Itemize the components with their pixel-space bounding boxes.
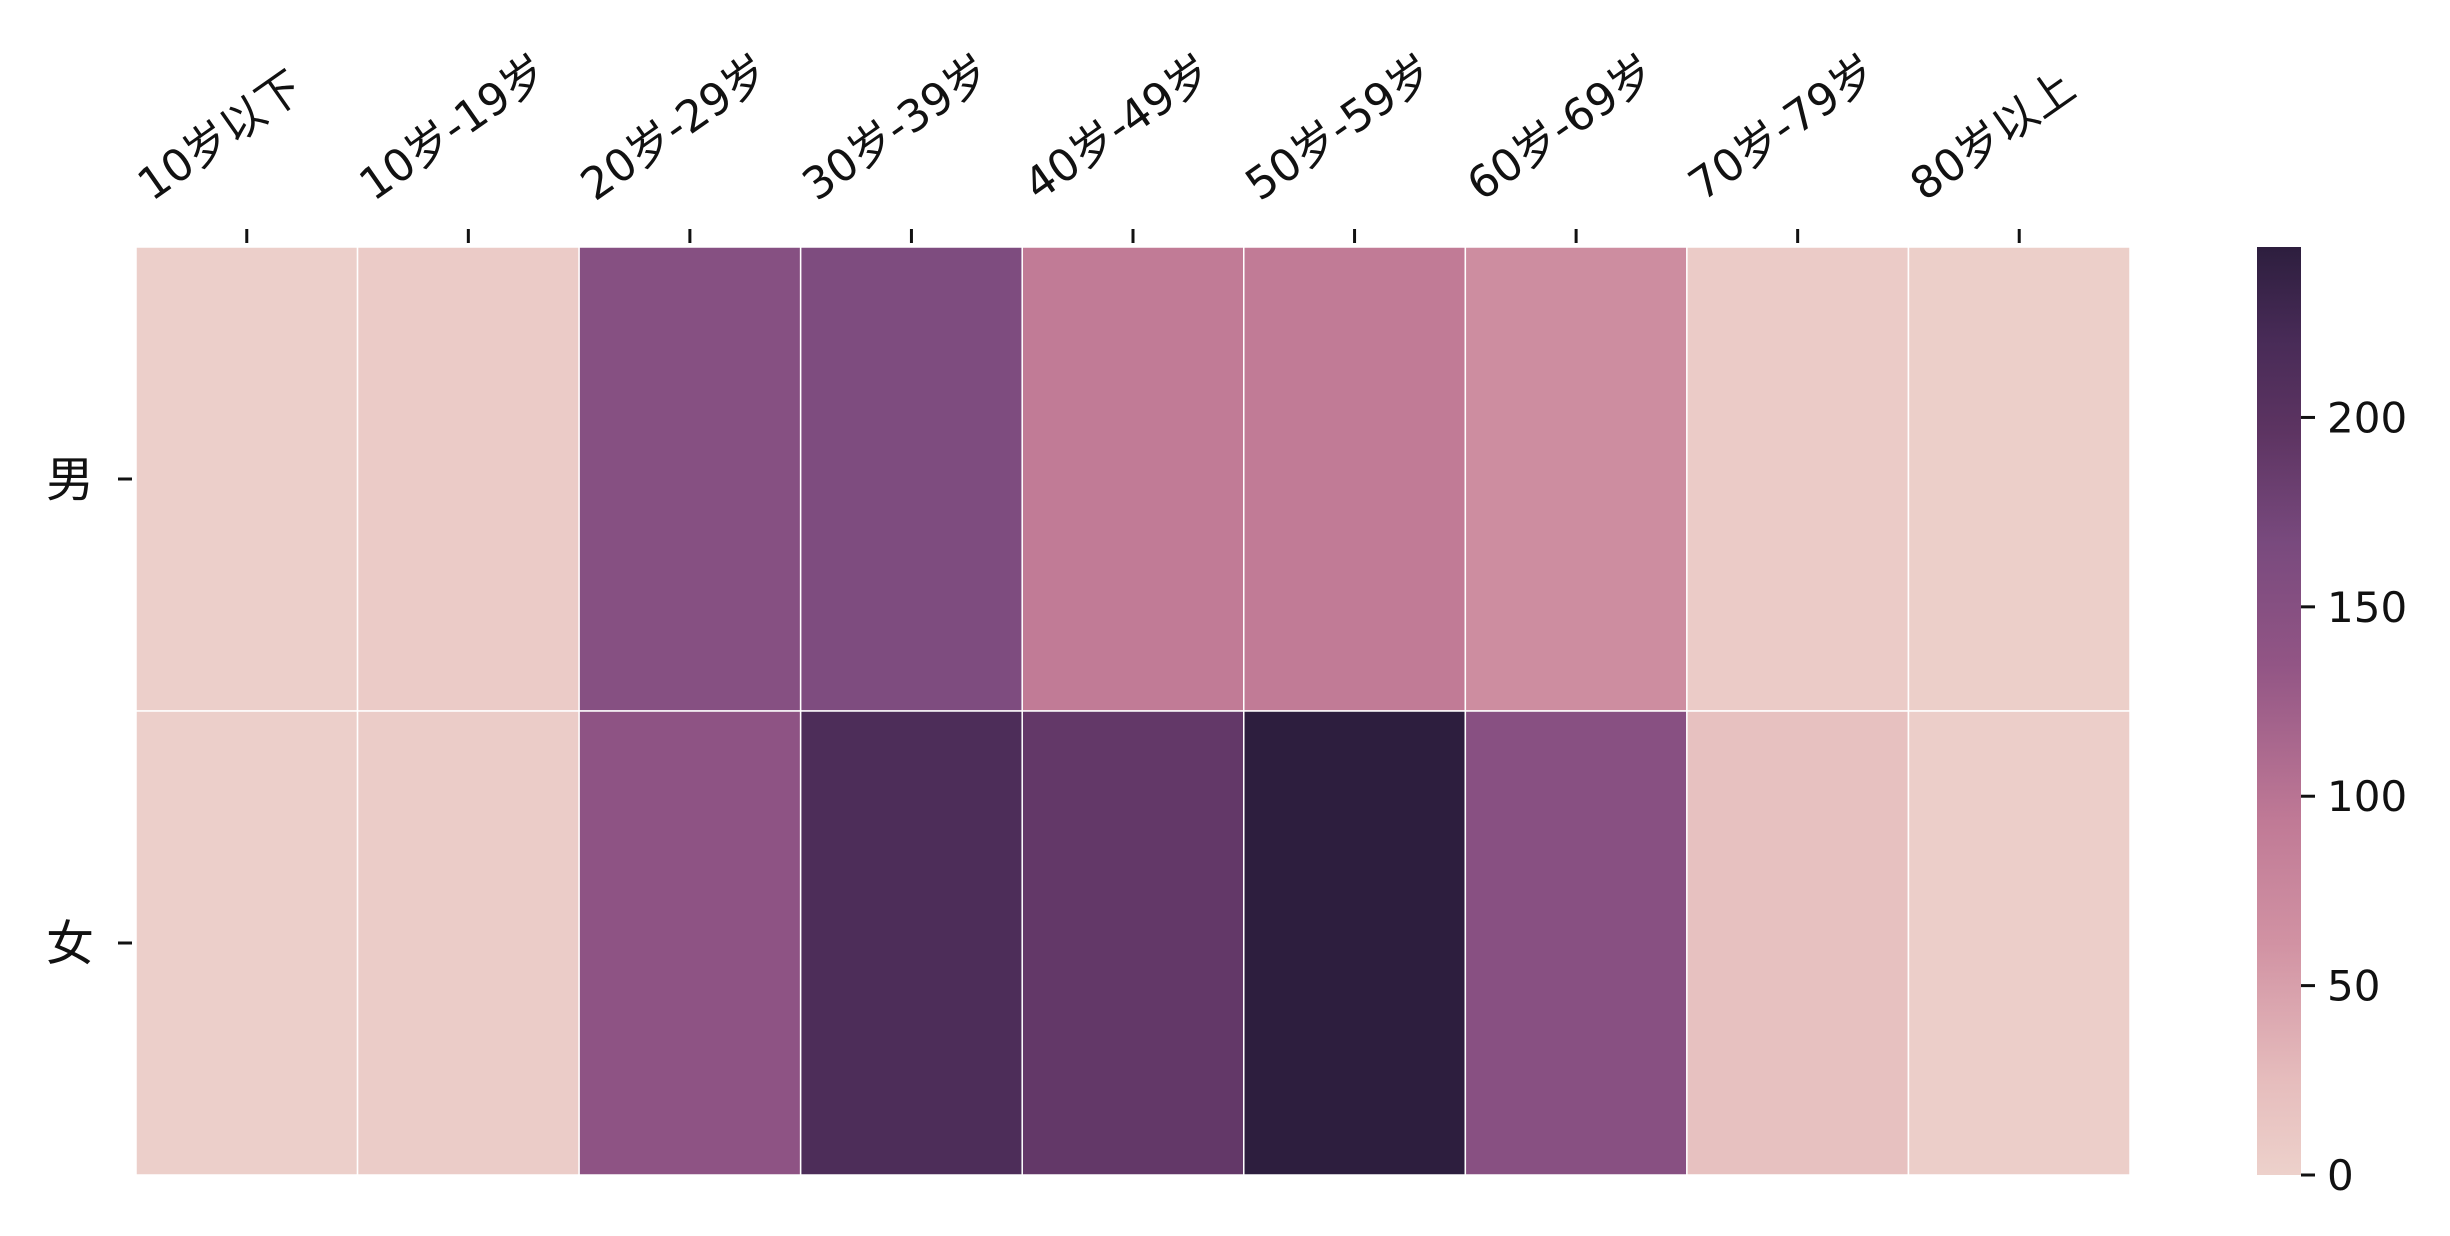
heatmap-cell bbox=[1464, 246, 1688, 712]
heatmap-cells bbox=[135, 246, 2131, 1176]
heatmap-cell bbox=[1243, 246, 1467, 712]
heatmap-cell bbox=[1243, 710, 1467, 1176]
colorbar-tick-label: 50 bbox=[2327, 962, 2380, 1011]
y-axis-ticks: 男女 bbox=[46, 452, 132, 972]
heatmap-cell bbox=[356, 710, 580, 1176]
x-tick-label: 50岁-59岁 bbox=[1237, 45, 1443, 211]
heatmap-cell bbox=[799, 246, 1023, 712]
heatmap-cell bbox=[1464, 710, 1688, 1176]
x-tick-label: 70岁-79岁 bbox=[1680, 45, 1886, 211]
heatmap-cell bbox=[1021, 246, 1245, 712]
y-tick-label: 男 bbox=[46, 452, 94, 508]
x-tick-label: 40岁-49岁 bbox=[1015, 45, 1221, 211]
colorbar-tick-label: 100 bbox=[2327, 772, 2407, 821]
colorbar-tick-label: 150 bbox=[2327, 583, 2407, 632]
colorbar-tick-label: 200 bbox=[2327, 393, 2407, 442]
x-axis-ticks: 10岁以下 10岁-19岁 20岁-29岁 30岁-39岁 40岁-49岁 50岁-59岁… bbox=[129, 45, 2085, 243]
x-tick-label: 60岁-69岁 bbox=[1458, 45, 1664, 211]
x-tick-label: 20岁-29岁 bbox=[572, 45, 778, 211]
colorbar bbox=[2257, 247, 2301, 1175]
x-tick-label: 80岁以上 bbox=[1901, 61, 2084, 211]
heatmap-cell bbox=[1021, 710, 1245, 1176]
x-tick-label: 10岁-19岁 bbox=[350, 45, 556, 211]
heatmap-cell bbox=[1907, 710, 2131, 1176]
colorbar-ticks: 0 50 100 150 200 bbox=[2301, 393, 2407, 1200]
heatmap-cell bbox=[1686, 710, 1910, 1176]
heatmap-cell bbox=[356, 246, 580, 712]
y-tick-label: 女 bbox=[46, 916, 94, 972]
x-tick-label: 10岁以下 bbox=[129, 61, 312, 211]
colorbar-tick-label: 0 bbox=[2327, 1151, 2354, 1200]
heatmap-cell bbox=[1686, 246, 1910, 712]
heatmap-cell bbox=[1907, 246, 2131, 712]
heatmap-cell bbox=[135, 710, 359, 1176]
heatmap-cell bbox=[799, 710, 1023, 1176]
heatmap-cell bbox=[135, 246, 359, 712]
x-tick-label: 30岁-39岁 bbox=[794, 45, 1000, 211]
heatmap-cell bbox=[578, 246, 802, 712]
heatmap-cell bbox=[578, 710, 802, 1176]
